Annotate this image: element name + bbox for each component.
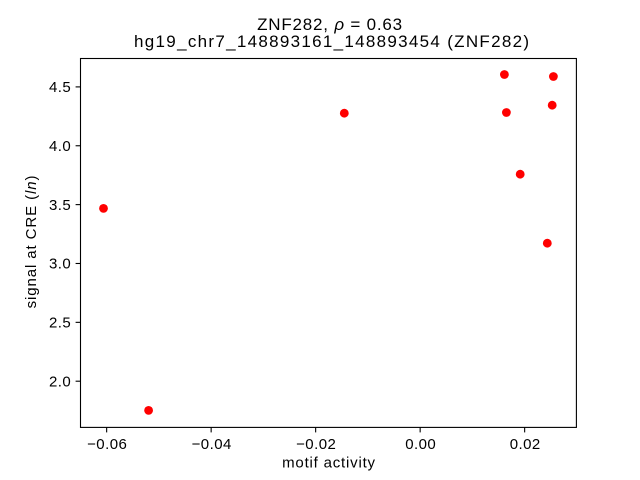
svg-text:3.0: 3.0 xyxy=(49,256,71,273)
svg-text:−0.06: −0.06 xyxy=(87,436,127,453)
svg-text:motif activity: motif activity xyxy=(282,454,376,471)
svg-text:0.00: 0.00 xyxy=(405,436,436,453)
svg-text:signal at CRE (ln): signal at CRE (ln) xyxy=(23,175,40,309)
svg-text:3.5: 3.5 xyxy=(49,197,71,214)
svg-text:2.0: 2.0 xyxy=(49,373,71,390)
svg-text:4.5: 4.5 xyxy=(49,79,71,96)
svg-text:−0.04: −0.04 xyxy=(192,436,232,453)
svg-text:hg19_chr7_148893161_148893454: hg19_chr7_148893161_148893454 (ZNF282) xyxy=(134,32,530,51)
svg-text:2.5: 2.5 xyxy=(49,315,71,332)
svg-text:−0.02: −0.02 xyxy=(296,436,336,453)
svg-text:4.0: 4.0 xyxy=(49,138,71,155)
svg-text:0.02: 0.02 xyxy=(510,436,541,453)
svg-text:ZNF282, ρ = 0.63: ZNF282, ρ = 0.63 xyxy=(257,15,403,34)
